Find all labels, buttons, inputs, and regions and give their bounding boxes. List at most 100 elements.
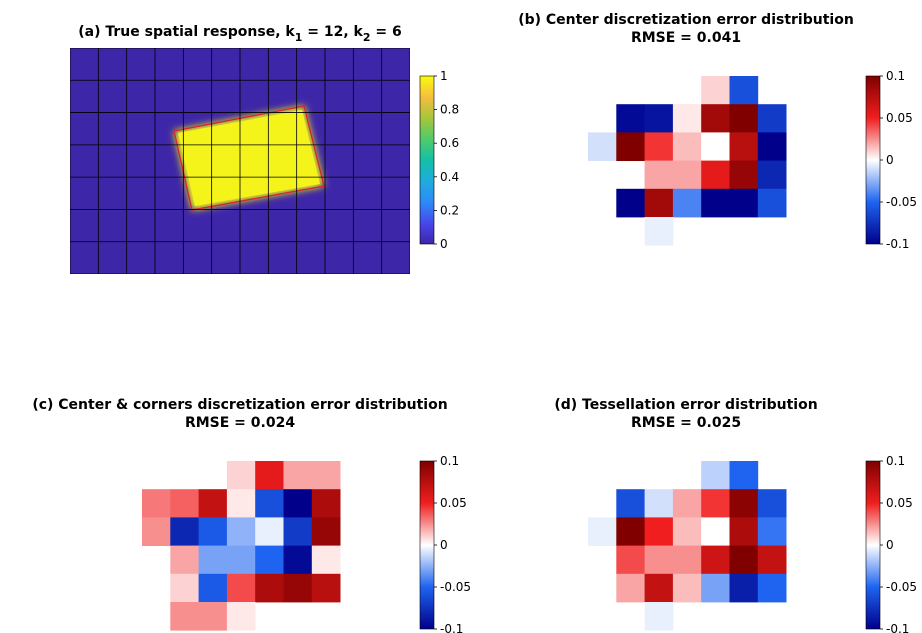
heatmap-cell <box>170 545 199 575</box>
panel-a-rectangle-outline <box>173 105 325 211</box>
colorbar-tick-label: 0.05 <box>886 111 913 125</box>
panel-c-heatmap <box>142 461 341 631</box>
heatmap-cell <box>672 489 702 518</box>
panel-a: (a) True spatial response, k1 = 12, k2 =… <box>70 24 459 274</box>
colorbar-tick-label: 0.8 <box>440 103 459 117</box>
heatmap-cell <box>616 573 645 603</box>
heatmap-cell <box>701 489 730 518</box>
panel-d-heatmap <box>588 461 787 631</box>
heatmap-cell <box>170 602 199 631</box>
colorbar-tick-label: 0 <box>886 153 894 167</box>
colorbar-tick-label: 0 <box>886 538 894 552</box>
heatmap-cell <box>198 573 228 603</box>
heatmap-cell <box>644 104 674 133</box>
heatmap-cell <box>644 160 674 190</box>
panel-a-grid <box>70 48 410 274</box>
heatmap-cell <box>672 188 702 218</box>
colorbar-tick-label: 0.05 <box>440 496 467 510</box>
heatmap-cell <box>644 489 674 518</box>
panel-c-colorbar-ticks: 0.1 0.05 0 -0.05 -0.1 <box>434 454 471 633</box>
heatmap-cell <box>729 517 759 546</box>
heatmap-cell <box>226 517 256 546</box>
panel-a-colorbar <box>419 75 435 245</box>
heatmap-cell <box>701 188 730 218</box>
colorbar-tick-label: -0.05 <box>886 580 917 594</box>
heatmap-cell <box>283 489 313 518</box>
panel-d-title: (d) Tessellation error distribution <box>554 397 817 413</box>
heatmap-cell <box>170 517 199 546</box>
heatmap-cell <box>226 489 256 518</box>
heatmap-cell <box>226 573 256 603</box>
panel-b-rmse: RMSE = 0.041 <box>631 30 741 46</box>
heatmap-cell <box>757 132 787 161</box>
heatmap-cell <box>255 517 284 546</box>
panel-b: (b) Center discretization error distribu… <box>518 12 917 251</box>
heatmap-cell <box>616 517 645 546</box>
colorbar-tick-label: 0.1 <box>440 454 459 468</box>
heatmap-cell <box>198 489 228 518</box>
colorbar-tick-label: -0.1 <box>886 622 909 633</box>
heatmap-cell <box>729 573 759 603</box>
heatmap-cell <box>729 489 759 518</box>
heatmap-cell <box>311 545 341 575</box>
panel-b-colorbar <box>865 75 881 245</box>
heatmap-cell <box>672 160 702 190</box>
colorbar-tick-label: -0.1 <box>440 622 463 633</box>
colorbar-tick-label: 0.05 <box>886 496 913 510</box>
panel-d-rmse: RMSE = 0.025 <box>631 415 741 431</box>
panel-b-heatmap <box>588 76 787 246</box>
heatmap-cell <box>672 573 702 603</box>
heatmap-cell <box>701 573 730 603</box>
heatmap-cell <box>644 188 674 218</box>
heatmap-cell <box>701 461 730 490</box>
panel-a-title: (a) True spatial response, k1 = 12, k2 =… <box>78 24 401 44</box>
colorbar-tick-label: -0.1 <box>886 237 909 251</box>
heatmap-cell <box>255 489 284 518</box>
heatmap-cell <box>701 545 730 575</box>
heatmap-cell <box>757 160 787 190</box>
heatmap-cell <box>616 132 645 161</box>
heatmap-cell <box>226 461 256 490</box>
colorbar-tick-label: 0.1 <box>886 69 905 83</box>
heatmap-cell <box>729 461 759 490</box>
heatmap-cell <box>283 517 313 546</box>
heatmap-cell <box>672 104 702 133</box>
colorbar-tick-label: -0.05 <box>886 195 917 209</box>
heatmap-cell <box>757 188 787 218</box>
heatmap-cell <box>729 545 759 575</box>
heatmap-cell <box>701 160 730 190</box>
heatmap-cell <box>729 132 759 161</box>
heatmap-cell <box>757 517 787 546</box>
panel-b-colorbar-ticks: 0.1 0.05 0 -0.05 -0.1 <box>880 69 917 251</box>
colorbar-tick-label: 0.4 <box>440 170 459 184</box>
heatmap-cell <box>616 545 645 575</box>
heatmap-cell <box>672 132 702 161</box>
heatmap-cell <box>757 545 787 575</box>
heatmap-cell <box>616 188 645 218</box>
heatmap-cell <box>644 602 674 631</box>
heatmap-cell <box>311 517 341 546</box>
heatmap-cell <box>311 573 341 603</box>
colorbar-tick-label: -0.05 <box>440 580 471 594</box>
heatmap-cell <box>729 104 759 133</box>
heatmap-cell <box>226 545 256 575</box>
heatmap-cell <box>283 461 313 490</box>
heatmap-cell <box>198 602 228 631</box>
heatmap-cell <box>644 217 674 246</box>
colorbar-tick-label: 0.1 <box>886 454 905 468</box>
panel-d-colorbar <box>865 460 881 630</box>
panel-c-title: (c) Center & corners discretization erro… <box>32 397 447 413</box>
heatmap-cell <box>729 188 759 218</box>
heatmap-cell <box>311 461 341 490</box>
heatmap-cell <box>616 489 645 518</box>
heatmap-cell <box>198 517 228 546</box>
heatmap-cell <box>757 104 787 133</box>
heatmap-cell <box>701 517 730 546</box>
heatmap-cell <box>588 517 617 546</box>
heatmap-cell <box>644 573 674 603</box>
heatmap-cell <box>729 160 759 190</box>
heatmap-cell <box>255 545 284 575</box>
colorbar-tick-label: 0.6 <box>440 136 459 150</box>
heatmap-cell <box>729 76 759 105</box>
heatmap-cell <box>757 489 787 518</box>
